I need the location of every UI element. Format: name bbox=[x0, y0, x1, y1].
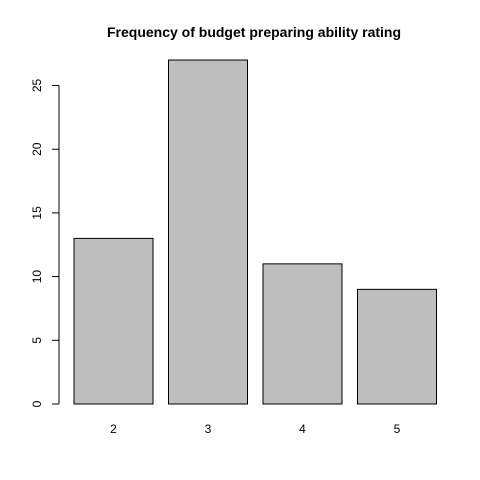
chart-title: Frequency of budget preparing ability ra… bbox=[107, 24, 401, 40]
x-tick-label-5: 5 bbox=[394, 422, 401, 436]
x-tick-label-3: 3 bbox=[205, 422, 212, 436]
y-axis: 0 5 10 15 20 25 bbox=[30, 79, 60, 407]
y-tick-label-5: 5 bbox=[30, 337, 44, 344]
x-axis-labels: 2 3 4 5 bbox=[110, 422, 401, 436]
x-tick-label-2: 2 bbox=[110, 422, 117, 436]
y-tick-label-25: 25 bbox=[30, 79, 44, 93]
y-tick-label-10: 10 bbox=[30, 270, 44, 284]
y-tick-label-20: 20 bbox=[30, 142, 44, 156]
bars-layer bbox=[73, 59, 437, 405]
bar-3 bbox=[168, 59, 248, 405]
y-tick-label-0: 0 bbox=[30, 400, 44, 407]
y-tick-label-15: 15 bbox=[30, 206, 44, 220]
bar-5 bbox=[357, 288, 437, 405]
bar-4 bbox=[262, 263, 343, 405]
x-tick-label-4: 4 bbox=[299, 422, 306, 436]
bar-2 bbox=[73, 237, 154, 405]
